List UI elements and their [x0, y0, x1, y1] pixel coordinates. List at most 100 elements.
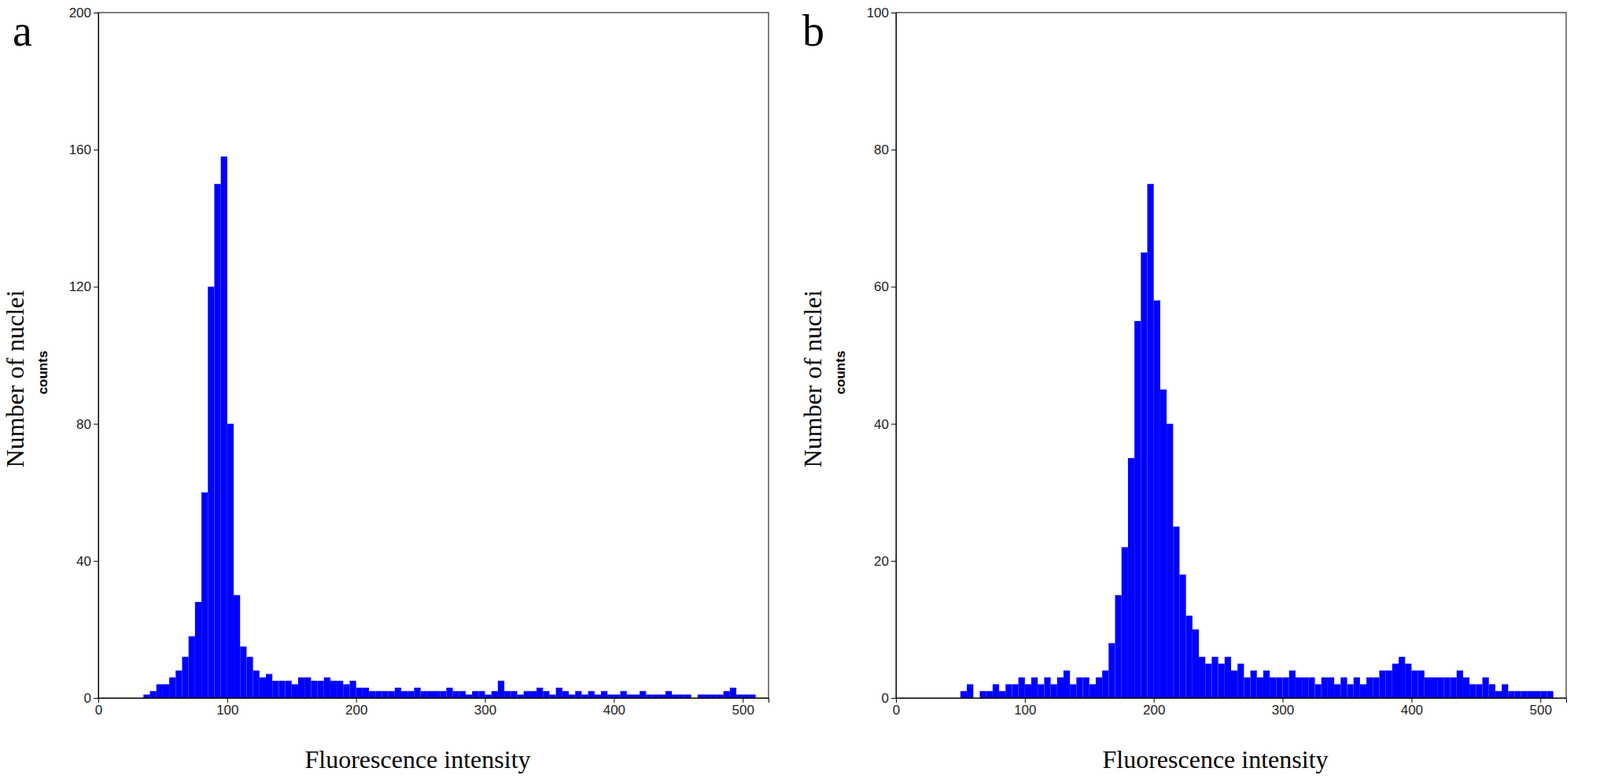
- x-tick: 400: [1400, 697, 1424, 718]
- bar: [581, 694, 588, 698]
- bar: [1043, 677, 1051, 698]
- bar: [1327, 677, 1335, 698]
- y-tick: 40: [76, 553, 99, 569]
- x-axis: 0 100 200 300 400 500: [95, 697, 770, 718]
- x-tick: 0: [892, 697, 900, 718]
- bar: [1489, 684, 1496, 698]
- bar: [1301, 677, 1309, 698]
- y-axis: 020406080100: [866, 5, 897, 706]
- bar: [536, 687, 543, 698]
- x-tick-label: 200: [345, 702, 368, 718]
- bar: [685, 694, 692, 698]
- x-tick: 200: [1142, 697, 1165, 718]
- bar: [671, 694, 679, 698]
- bar: [291, 684, 299, 698]
- bar: [1386, 670, 1393, 698]
- y-tick-label: 120: [69, 279, 92, 295]
- bar: [1404, 663, 1412, 698]
- y-tick-label: 40: [76, 553, 92, 569]
- bar: [175, 670, 182, 698]
- bar: [446, 687, 453, 698]
- y-tick-label: 80: [873, 142, 889, 158]
- bar: [704, 694, 711, 698]
- bar: [1089, 684, 1096, 698]
- bar: [433, 690, 440, 698]
- bar: [626, 694, 634, 698]
- x-axis-line: [896, 698, 1567, 704]
- bar: [1424, 677, 1431, 698]
- bar: [201, 492, 208, 698]
- bar: [1037, 684, 1044, 698]
- bar: [368, 690, 376, 698]
- x-tick-label: 400: [603, 702, 626, 718]
- y-tick-mark: [891, 149, 896, 151]
- bar: [986, 690, 993, 698]
- y-tick: 60: [873, 279, 896, 295]
- bar: [1166, 423, 1173, 698]
- bar: [992, 684, 1000, 698]
- bar: [1024, 684, 1032, 698]
- bar: [491, 690, 498, 698]
- bar: [568, 694, 576, 698]
- bar: [1134, 320, 1141, 698]
- bar: [169, 677, 176, 698]
- bar: [1540, 690, 1547, 698]
- y-tick: 20: [873, 553, 896, 569]
- bar: [999, 690, 1006, 698]
- bar: [1237, 663, 1244, 698]
- bar: [1308, 677, 1315, 698]
- bar: [246, 656, 253, 698]
- y-tick: 0: [881, 690, 896, 706]
- bar: [336, 680, 343, 698]
- x-tick: 300: [1271, 697, 1295, 718]
- x-tick: 500: [1529, 697, 1553, 718]
- bar: [1514, 690, 1521, 698]
- bar: [1018, 677, 1025, 698]
- bar: [1346, 684, 1353, 698]
- bar: [1153, 300, 1161, 698]
- y-tick-mark: [891, 560, 896, 562]
- bar: [439, 690, 447, 698]
- x-tick: 500: [732, 697, 755, 718]
- bar: [1211, 656, 1218, 698]
- y-tick-label: 100: [866, 5, 889, 21]
- bar: [742, 694, 749, 698]
- bar: [716, 694, 723, 698]
- y-tick: 80: [873, 142, 896, 158]
- bar: [233, 594, 240, 698]
- bar: [427, 690, 434, 698]
- bar: [1501, 684, 1508, 698]
- bar: [1076, 677, 1083, 698]
- bar: [1340, 677, 1347, 698]
- plot-frame: [98, 12, 769, 698]
- bar: [465, 694, 472, 698]
- bar: [1263, 670, 1270, 698]
- y-tick-mark: [891, 286, 896, 288]
- y-unit-label: counts: [35, 350, 51, 395]
- bar: [304, 677, 311, 698]
- bar: [600, 690, 608, 698]
- y-tick-mark: [93, 560, 99, 562]
- bar: [1282, 677, 1290, 698]
- bar: [1115, 594, 1122, 698]
- x-tick: 0: [95, 697, 103, 718]
- bar: [298, 677, 305, 698]
- plot-frame: [895, 12, 1567, 698]
- bar: [530, 690, 537, 698]
- x-tick: 300: [474, 697, 497, 718]
- bar: [1121, 546, 1129, 698]
- x-axis-title: Fluorescence intensity: [1102, 744, 1328, 774]
- y-tick-mark: [891, 423, 896, 425]
- bar: [265, 674, 273, 698]
- bar: [748, 694, 756, 698]
- bar: [1192, 629, 1199, 698]
- bar: [272, 680, 279, 698]
- bar: [1521, 690, 1528, 698]
- x-tick: 100: [216, 697, 239, 718]
- bar: [388, 690, 395, 698]
- bar: [324, 677, 331, 698]
- bar: [542, 690, 550, 698]
- bar: [478, 690, 485, 698]
- bar: [523, 690, 531, 698]
- y-tick-mark: [93, 286, 99, 288]
